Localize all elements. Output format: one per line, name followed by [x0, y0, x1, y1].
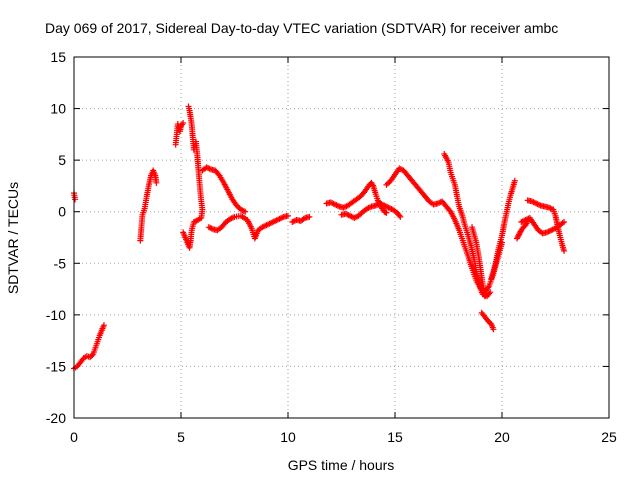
- chart-title: Day 069 of 2017, Sidereal Day-to-day VTE…: [45, 20, 558, 36]
- data-point: [208, 225, 215, 232]
- x-tick-label: 20: [494, 429, 510, 445]
- data-point: [242, 208, 249, 215]
- y-tick-label: 5: [58, 152, 66, 168]
- y-tick-label: -15: [46, 358, 66, 374]
- data-point: [397, 213, 404, 220]
- x-tick-label: 0: [70, 429, 78, 445]
- data-point: [215, 171, 222, 178]
- data-point: [384, 180, 391, 187]
- data-point: [89, 352, 96, 359]
- y-tick-label: 15: [50, 49, 66, 65]
- data-point: [561, 219, 568, 226]
- x-axis-label: GPS time / hours: [288, 457, 395, 473]
- y-tick-label: -10: [46, 307, 66, 323]
- x-tick-label: 10: [280, 429, 296, 445]
- data-point: [290, 218, 297, 225]
- data-point: [490, 326, 497, 333]
- y-tick-label: 0: [58, 204, 66, 220]
- data-point: [369, 182, 376, 189]
- data-point: [561, 247, 568, 254]
- plot-frame: [73, 56, 610, 419]
- data-point: [383, 209, 390, 216]
- grid: [74, 57, 609, 418]
- x-tick-label: 5: [177, 429, 185, 445]
- data-points: [71, 103, 568, 372]
- data-point: [72, 196, 79, 203]
- data-point: [547, 205, 554, 212]
- y-tick-label: 10: [50, 101, 66, 117]
- y-axis-label: SDTVAR / TECUs: [5, 182, 21, 294]
- data-point: [487, 289, 494, 296]
- x-tick-label: 25: [601, 429, 617, 445]
- data-point: [180, 120, 187, 127]
- x-tick-label: 15: [387, 429, 403, 445]
- data-point: [240, 208, 247, 215]
- y-tick-label: -5: [54, 255, 67, 271]
- axis-ticks: 0 5 10 15 20 25 -20 -15 -10 -5 0 5 10 15: [46, 49, 617, 445]
- data-point: [352, 214, 359, 221]
- data-point: [206, 165, 213, 172]
- data-point: [180, 229, 187, 236]
- data-point: [486, 290, 493, 297]
- data-point: [383, 181, 390, 188]
- data-point: [511, 177, 518, 184]
- data-point: [285, 212, 291, 219]
- y-tick-label: -20: [46, 410, 66, 426]
- data-point: [396, 212, 403, 219]
- data-point: [100, 322, 107, 329]
- data-point: [153, 179, 160, 186]
- data-point: [481, 293, 488, 300]
- data-point: [306, 213, 313, 220]
